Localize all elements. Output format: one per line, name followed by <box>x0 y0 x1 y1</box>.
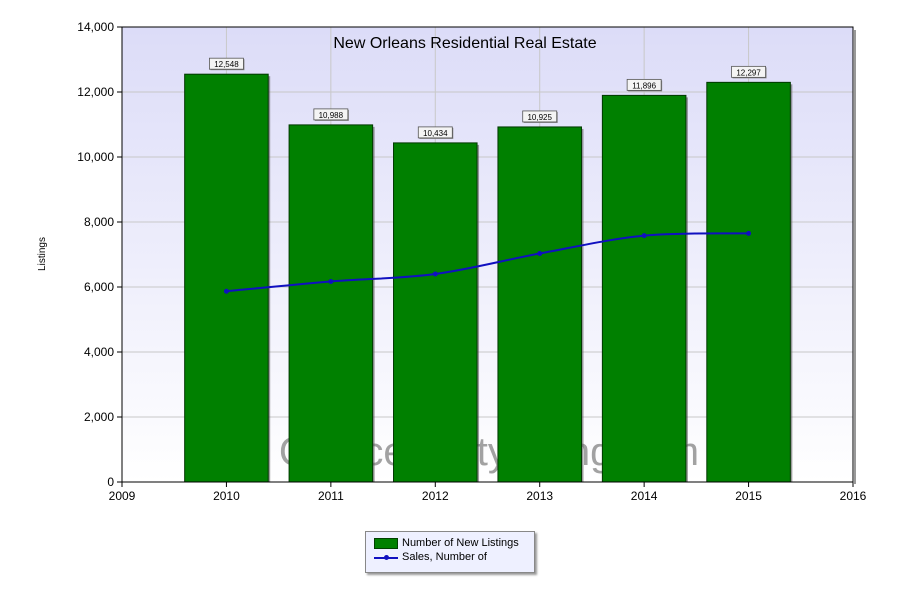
y-tick-label: 2,000 <box>84 410 114 424</box>
sales-point <box>328 278 334 284</box>
x-tick-label: 2014 <box>631 489 658 503</box>
legend-swatch-bar <box>374 537 398 549</box>
data-label-box <box>209 57 244 70</box>
sales-line <box>223 230 752 294</box>
data-label-box <box>522 110 558 123</box>
data-label: 10,925 <box>527 113 552 122</box>
data-label-box <box>626 78 662 91</box>
bar <box>393 142 478 483</box>
y-tick-label: 14,000 <box>77 20 114 34</box>
data-labels: 12,548 10,988 10,434 10,925 11,896 12,297 <box>209 57 767 139</box>
x-tick-label: 2010 <box>213 489 240 503</box>
x-tick-label: 2009 <box>109 489 136 503</box>
x-tick-label: 2015 <box>735 489 762 503</box>
sales-line-path <box>226 232 749 293</box>
sales-point <box>223 288 229 294</box>
bar <box>184 73 269 483</box>
sales-point <box>746 230 752 236</box>
data-label-box <box>417 126 453 139</box>
axes: 0 2,000 4,000 6,000 8,000 10,000 12,000 14,000 2… <box>77 20 866 503</box>
bar <box>497 126 582 483</box>
y-tick-label: 6,000 <box>84 280 114 294</box>
y-tick-label: 10,000 <box>77 150 114 164</box>
plot-border <box>121 26 854 483</box>
legend: Number of New Listings Sales, Number of <box>365 531 535 573</box>
legend-label: Sales, Number of <box>402 551 487 563</box>
x-tick-label: 2013 <box>526 489 553 503</box>
sales-point <box>537 251 543 257</box>
legend-item-new-listings: Number of New Listings <box>374 536 519 550</box>
y-tick-label: 0 <box>107 475 114 489</box>
x-tick-label: 2016 <box>840 489 867 503</box>
sales-point <box>432 271 438 277</box>
chart-title: New Orleans Residential Real Estate <box>333 35 596 52</box>
legend-item-sales: Sales, Number of <box>374 550 487 564</box>
data-label-box <box>313 108 349 121</box>
data-label: 10,988 <box>319 111 344 120</box>
x-tick-label: 2011 <box>318 489 344 503</box>
y-tick-label: 8,000 <box>84 215 114 229</box>
bars <box>184 73 793 483</box>
data-label: 10,434 <box>423 129 448 138</box>
data-label-box <box>731 65 766 78</box>
data-label: 12,548 <box>214 60 239 69</box>
legend-label: Number of New Listings <box>402 537 519 549</box>
y-tick-label: 4,000 <box>84 345 114 359</box>
x-tick-label: 2012 <box>422 489 449 503</box>
y-axis-label: Listings <box>37 237 48 271</box>
bar <box>601 94 687 483</box>
data-label: 12,297 <box>736 68 761 77</box>
sales-point <box>641 233 647 239</box>
y-tick-label: 12,000 <box>77 85 114 99</box>
legend-swatch-line <box>374 553 398 562</box>
data-label: 11,896 <box>632 81 656 90</box>
bar <box>706 81 791 483</box>
bar <box>288 124 374 483</box>
